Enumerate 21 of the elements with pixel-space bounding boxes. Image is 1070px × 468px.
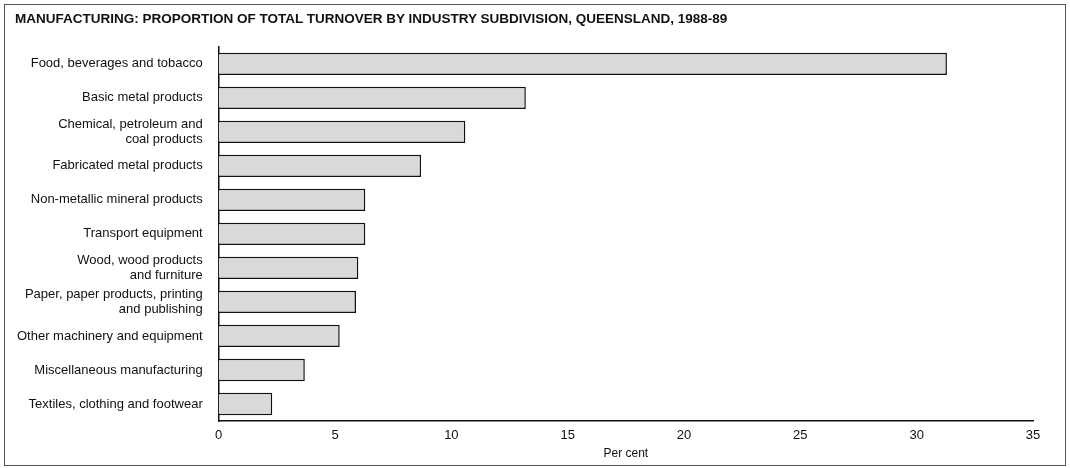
y-tick-label: Chemical, petroleum and coal products — [58, 115, 204, 147]
y-tick-label: Non-metallic mineral products — [30, 191, 204, 207]
x-tick-label: 10 — [444, 427, 459, 443]
y-tick-label: Wood, wood products and furniture — [77, 251, 204, 283]
y-tick-label: Textiles, clothing and footwear — [28, 395, 204, 411]
x-tick-label: 5 — [331, 427, 339, 443]
y-tick-label: Other machinery and equipment — [16, 327, 204, 343]
chart-title: MANUFACTURING: PROPORTION OF TOTAL TURNOVER BY INDUSTRY SUBDIVISION, QUEENSLAND, 1988-89 — [15, 11, 728, 26]
x-tick-label: 0 — [215, 427, 223, 443]
y-tick-label: Basic metal products — [82, 89, 204, 105]
y-tick-label: Paper, paper products, printing and publishing — [24, 285, 203, 317]
y-tick-label: Food, beverages and tobacco — [30, 55, 203, 71]
x-tick-label: 35 — [1025, 427, 1041, 443]
x-tick-label: 20 — [676, 427, 692, 443]
x-tick-label: 15 — [560, 427, 575, 443]
x-axis-title: Per cent — [603, 446, 649, 461]
y-tick-label: Transport equipment — [83, 225, 204, 241]
y-tick-label: Miscellaneous manufacturing — [34, 361, 203, 377]
x-tick-label: 30 — [909, 427, 924, 443]
y-tick-label: Fabricated metal products — [52, 157, 204, 173]
x-tick-label: 25 — [793, 427, 808, 443]
